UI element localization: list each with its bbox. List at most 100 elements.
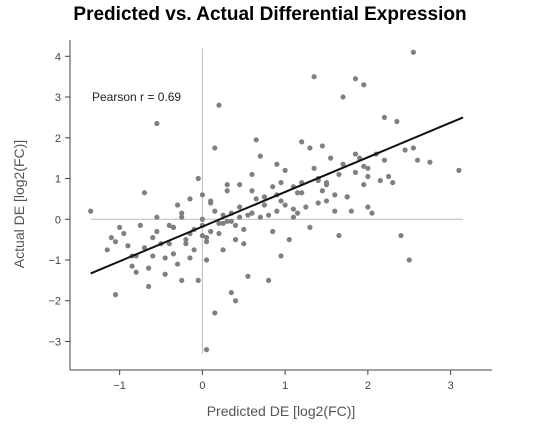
data-point xyxy=(365,173,371,180)
data-point xyxy=(199,232,205,239)
data-point xyxy=(278,179,284,186)
data-point xyxy=(323,182,330,188)
regression-line-group xyxy=(90,116,464,275)
data-point xyxy=(183,241,189,247)
data-point xyxy=(311,74,317,80)
data-point xyxy=(249,188,255,194)
data-point xyxy=(402,147,408,153)
data-point xyxy=(232,237,239,243)
data-point xyxy=(220,220,226,226)
data-point xyxy=(195,175,201,182)
data-point xyxy=(212,310,218,316)
data-point xyxy=(361,82,367,88)
data-point xyxy=(299,139,305,145)
data-point xyxy=(381,114,388,121)
data-point xyxy=(170,251,177,257)
data-point xyxy=(253,196,259,202)
data-point xyxy=(117,224,123,231)
data-point xyxy=(352,76,359,82)
data-point xyxy=(352,169,359,176)
pearson-annotation: Pearson r = 0.69 xyxy=(92,90,181,104)
data-point xyxy=(224,182,230,188)
data-point xyxy=(174,261,181,267)
data-point xyxy=(282,167,288,173)
data-point xyxy=(237,204,243,210)
labels: Pearson r = 0.69 Predicted DE [log2(FC)]… xyxy=(11,90,355,419)
data-point xyxy=(245,212,251,218)
data-point xyxy=(150,253,156,259)
data-point xyxy=(208,200,214,206)
data-point xyxy=(361,182,367,188)
data-point xyxy=(170,224,177,231)
data-point xyxy=(166,241,172,247)
x-tick-label: 3 xyxy=(448,380,454,392)
data-point xyxy=(344,194,350,200)
data-point xyxy=(274,161,280,167)
data-point xyxy=(237,182,243,188)
data-point xyxy=(232,298,239,304)
x-tick-label: −1 xyxy=(113,380,126,392)
data-point xyxy=(274,208,280,214)
data-point xyxy=(332,208,338,214)
data-point xyxy=(125,243,131,249)
zero-lines xyxy=(90,48,464,354)
x-tick-label: 0 xyxy=(199,380,205,392)
data-point xyxy=(195,277,201,283)
data-point xyxy=(183,237,189,243)
data-point xyxy=(203,239,210,245)
data-point xyxy=(323,198,330,204)
data-point xyxy=(203,257,210,263)
data-point xyxy=(108,234,114,241)
data-point xyxy=(336,232,342,239)
data-points xyxy=(88,49,462,353)
data-point xyxy=(179,210,185,216)
data-point xyxy=(365,204,371,210)
x-axis-label: Predicted DE [log2(FC)] xyxy=(207,403,356,419)
data-point xyxy=(162,255,168,261)
data-point xyxy=(290,206,297,212)
data-point xyxy=(390,179,396,186)
data-point xyxy=(146,283,152,290)
data-point xyxy=(224,218,230,224)
data-point xyxy=(299,190,305,196)
data-point xyxy=(270,184,276,190)
axes: −1 0 1 2 3 −3 −2 −1 0 1 2 3 4 xyxy=(48,40,492,392)
data-point xyxy=(241,241,247,247)
data-point xyxy=(141,190,148,196)
data-point xyxy=(286,237,292,243)
data-point xyxy=(385,173,392,180)
data-point xyxy=(290,214,297,220)
data-point xyxy=(456,167,462,173)
data-point xyxy=(340,94,346,100)
data-point xyxy=(137,222,143,228)
data-point xyxy=(216,220,222,226)
data-point xyxy=(104,247,110,253)
y-tick-label: 4 xyxy=(55,51,61,63)
data-point xyxy=(311,165,317,171)
data-point xyxy=(410,145,416,151)
data-point xyxy=(406,257,412,263)
y-axis-label: Actual DE [log2(FC)] xyxy=(11,140,27,268)
data-point xyxy=(216,102,222,108)
data-point xyxy=(224,188,230,194)
data-point xyxy=(307,224,313,231)
data-point xyxy=(241,226,247,233)
data-point xyxy=(187,196,193,202)
data-point xyxy=(154,228,160,235)
data-point xyxy=(179,214,185,220)
data-point xyxy=(319,143,325,149)
y-tick-label: −3 xyxy=(48,336,61,348)
data-point xyxy=(199,216,205,222)
data-point xyxy=(315,200,321,206)
data-point xyxy=(394,118,400,125)
data-point xyxy=(261,194,268,200)
y-tick-label: −1 xyxy=(48,255,61,267)
data-point xyxy=(332,192,338,198)
data-point xyxy=(427,159,433,165)
data-point xyxy=(336,171,342,178)
y-tick-label: 1 xyxy=(55,174,61,186)
data-point xyxy=(162,271,168,277)
data-point xyxy=(278,198,284,204)
data-point xyxy=(352,151,359,157)
y-tick-label: 2 xyxy=(55,133,61,145)
